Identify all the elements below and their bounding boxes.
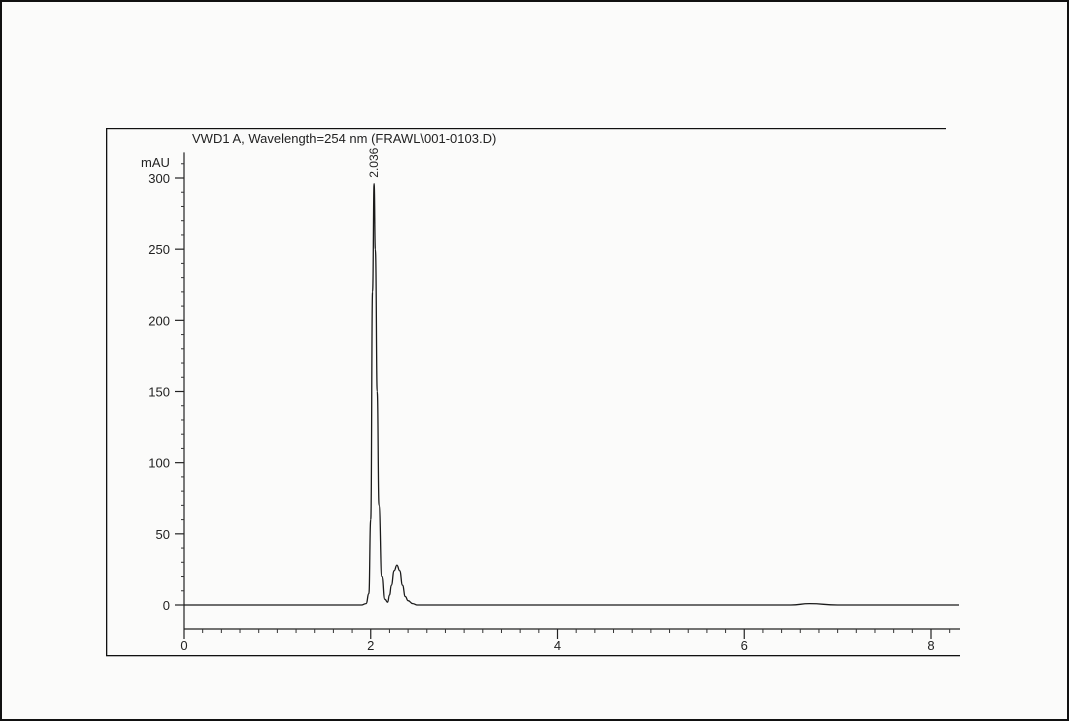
y-tick-label: 150	[148, 385, 170, 400]
x-tick-label: 6	[741, 638, 748, 653]
y-tick-label: 250	[148, 242, 170, 257]
y-axis-unit-label: mAU	[141, 155, 170, 170]
chart-frame-left	[106, 128, 108, 656]
chart-frame-top	[106, 128, 946, 130]
y-tick-label: 0	[163, 598, 170, 613]
x-tick-label: 2	[367, 638, 374, 653]
y-tick-label: 100	[148, 456, 170, 471]
plot-area: 0 50 100 150 200 250 300 0 2 4 6 8 2.036	[148, 147, 960, 653]
chromatogram-trace	[184, 183, 959, 606]
peak-label: 2.036	[367, 147, 381, 177]
chart-title: VWD1 A, Wavelength=254 nm (FRAWL\001-010…	[192, 131, 496, 146]
chart-frame-bottom	[106, 655, 960, 657]
x-tick-label: 0	[180, 638, 187, 653]
y-tick-label: 200	[148, 313, 170, 328]
y-tick-label: 50	[156, 527, 170, 542]
x-tick-label: 8	[927, 638, 934, 653]
y-tick-label: 300	[148, 171, 170, 186]
x-tick-label: 4	[554, 638, 561, 653]
